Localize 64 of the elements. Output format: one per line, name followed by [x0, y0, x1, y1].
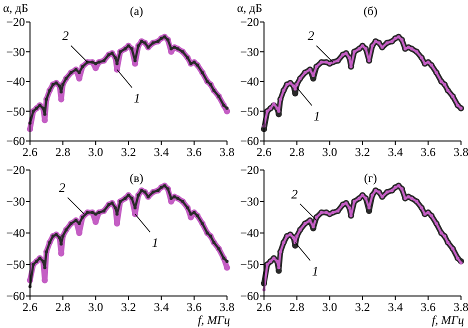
- y-tick-label: −20: [240, 163, 259, 178]
- y-tick-label: −60: [240, 134, 259, 148]
- annotation: 2: [308, 28, 315, 44]
- x-tick-label: 3.0: [322, 300, 338, 314]
- y-tick-label: −30: [6, 194, 25, 209]
- annotation: 2: [291, 186, 298, 202]
- y-tick-label: −50: [240, 104, 259, 118]
- x-tick-label: 3.4: [388, 145, 403, 159]
- x-tick-label: 3.8: [220, 145, 234, 159]
- annotation: 1: [312, 264, 318, 279]
- y-tick-label: −50: [6, 258, 25, 272]
- annotation: 1: [314, 108, 320, 124]
- y-tick-label: −30: [240, 194, 259, 209]
- x-tick-label: 3.4: [388, 300, 403, 314]
- y-tick-label: −30: [240, 44, 259, 59]
- x-tick-label: 3.2: [121, 300, 136, 314]
- y-tick-label: −40: [240, 74, 259, 89]
- annotation: 2: [62, 28, 70, 44]
- y-tick-label: −30: [6, 44, 25, 59]
- y-axis-title: α, дБ: [3, 1, 28, 15]
- x-axis-title: f, МГц: [198, 313, 230, 327]
- x-tick-label: 2.6: [256, 145, 272, 159]
- y-tick-label: −60: [6, 134, 25, 148]
- y-tick-label: −40: [6, 226, 25, 240]
- y-axis-title: α, дБ: [237, 1, 262, 15]
- x-tick-label: 2.6: [22, 145, 38, 159]
- y-tick-label: −60: [6, 289, 25, 304]
- x-tick-label: 2.8: [55, 300, 70, 314]
- chart-title: (б): [363, 4, 378, 18]
- chart-title: (а): [130, 4, 144, 18]
- x-tick-label: 3.2: [355, 145, 370, 159]
- y-tick-label: −20: [6, 163, 25, 178]
- x-tick-label: 3.8: [220, 300, 234, 314]
- chart-title: (г): [364, 171, 377, 185]
- x-tick-label: 3.4: [154, 145, 169, 159]
- x-tick-label: 3.0: [88, 145, 104, 159]
- x-tick-label: 3.4: [154, 300, 169, 314]
- x-tick-label: 3.6: [186, 300, 202, 314]
- x-tick-label: 2.6: [22, 300, 38, 314]
- y-tick-label: −20: [6, 15, 25, 30]
- x-tick-label: 3.2: [121, 145, 136, 159]
- x-tick-label: 2.8: [55, 145, 70, 159]
- y-tick-label: −20: [240, 15, 259, 30]
- x-tick-label: 3.6: [420, 145, 436, 159]
- y-tick-label: −40: [240, 226, 259, 240]
- x-tick-label: 3.0: [88, 300, 104, 314]
- x-tick-label: 3.6: [186, 145, 202, 159]
- x-tick-label: 2.8: [289, 300, 304, 314]
- x-tick-label: 3.0: [322, 145, 338, 159]
- y-tick-label: −50: [240, 258, 259, 272]
- x-tick-label: 3.8: [454, 145, 468, 159]
- x-axis-title: f, МГц: [432, 313, 464, 327]
- x-tick-label: 3.8: [454, 300, 468, 314]
- annotation: 1: [152, 235, 158, 250]
- annotation: 2: [58, 180, 66, 196]
- y-tick-label: −50: [6, 104, 25, 118]
- x-tick-label: 3.2: [355, 300, 370, 314]
- y-tick-label: −40: [6, 74, 25, 89]
- x-tick-label: 3.6: [420, 300, 436, 314]
- annotation: 1: [134, 90, 140, 106]
- chart-title: (в): [130, 171, 144, 185]
- x-tick-label: 2.8: [289, 145, 304, 159]
- x-tick-label: 2.6: [256, 300, 272, 314]
- y-tick-label: −60: [240, 289, 259, 304]
